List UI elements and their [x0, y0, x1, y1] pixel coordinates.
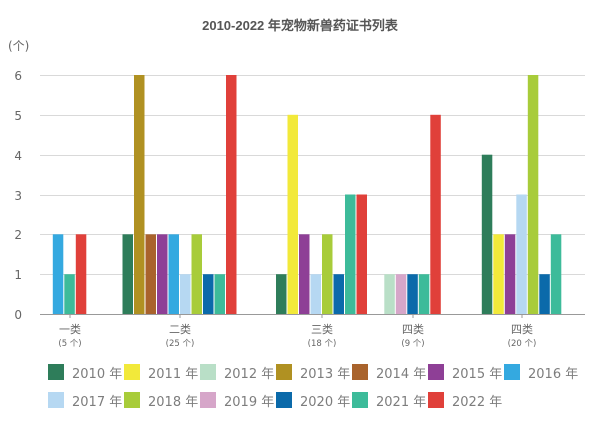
- legend-item: 2014 年: [352, 364, 428, 382]
- y-tick-label: 5: [14, 109, 22, 123]
- legend-item: 2012 年: [200, 364, 276, 382]
- bar: [134, 75, 145, 314]
- x-tick-label: 四类: [402, 322, 424, 336]
- legend-swatch: [200, 364, 216, 380]
- x-tick-label: 三类: [311, 322, 333, 336]
- legend-label: 2013 年: [300, 366, 351, 382]
- legend-swatch: [276, 364, 292, 380]
- legend-label: 2022 年: [452, 394, 503, 410]
- legend-item: 2015 年: [428, 364, 504, 382]
- bar: [395, 274, 407, 314]
- y-tick-label: 1: [14, 268, 22, 282]
- bar: [299, 234, 310, 314]
- bar: [180, 274, 191, 314]
- bar: [157, 234, 168, 314]
- bar: [214, 274, 225, 314]
- bar: [516, 194, 527, 314]
- bar: [504, 234, 516, 314]
- legend-label: 2019 年: [224, 394, 275, 410]
- legend-item: 2019 年: [200, 392, 276, 410]
- y-tick-label: 4: [14, 149, 22, 163]
- legend-swatch: [428, 364, 444, 380]
- bar: [168, 234, 179, 314]
- legend-swatch: [276, 392, 292, 408]
- legend-swatch: [428, 392, 444, 408]
- legend-label: 2016 年: [528, 366, 579, 382]
- x-tick-sublabel: (25 个): [166, 339, 195, 349]
- bar: [384, 274, 395, 314]
- bar: [430, 114, 441, 314]
- bar: [481, 154, 493, 314]
- bar: [287, 114, 298, 314]
- bar: [52, 234, 64, 314]
- legend-item: 2013 年: [276, 364, 352, 382]
- legend-swatch: [48, 392, 64, 408]
- x-tick-label: 四类: [511, 322, 533, 336]
- legend-label: 2012 年: [224, 366, 275, 382]
- legend-label: 2011 年: [148, 366, 199, 382]
- legend-swatch: [124, 364, 140, 380]
- legend-item: 2017 年: [48, 392, 124, 410]
- bar: [191, 234, 202, 314]
- legend-item: 2010 年: [48, 364, 124, 382]
- bar: [550, 234, 562, 314]
- legend-label: 2017 年: [72, 394, 123, 410]
- x-tick-sublabel: (18 个): [308, 339, 337, 349]
- legend: 2010 年 2011 年 2012 年 2013 年 2014 年 2015 年 2016…: [48, 364, 588, 410]
- chart-title: 2010-2022 年宠物新兽药证书列表: [202, 18, 399, 33]
- legend-item: 2022 年: [428, 392, 504, 410]
- x-axis-ticks: 一类 (5 个) 二类 (25 个) 三类 (18 个) 四类 (9 个) 四类 (20 个): [58, 314, 536, 349]
- bar: [493, 234, 504, 314]
- legend-swatch: [352, 392, 368, 408]
- bars: [52, 75, 562, 314]
- bar: [539, 274, 550, 314]
- bar: [122, 234, 133, 314]
- y-axis-unit-label: (个): [8, 39, 29, 53]
- bar: [203, 274, 214, 314]
- legend-item: 2020 年: [276, 392, 352, 410]
- bar: [310, 274, 321, 314]
- bar: [226, 75, 237, 314]
- legend-item: 2018 年: [124, 392, 200, 410]
- legend-item: 2011 年: [124, 364, 200, 382]
- bar: [75, 234, 87, 314]
- y-tick-label: 0: [14, 308, 22, 322]
- bar: [276, 274, 287, 314]
- legend-label: 2020 年: [300, 394, 351, 410]
- x-tick-label: 一类: [59, 322, 81, 336]
- legend-label: 2014 年: [376, 366, 427, 382]
- legend-label: 2015 年: [452, 366, 503, 382]
- y-tick-label: 2: [14, 228, 22, 242]
- bar: [407, 274, 418, 314]
- y-tick-label: 6: [14, 69, 22, 83]
- x-tick-sublabel: (9 个): [401, 339, 424, 349]
- y-axis-ticks: 0 1 2 3 4 5 6: [14, 69, 22, 322]
- legend-label: 2018 年: [148, 394, 199, 410]
- legend-swatch: [200, 392, 216, 408]
- legend-swatch: [352, 364, 368, 380]
- bar: [527, 75, 539, 314]
- legend-label: 2010 年: [72, 366, 123, 382]
- bar: [418, 274, 430, 314]
- bar: [333, 274, 344, 314]
- legend-item: 2016 年: [504, 364, 580, 382]
- legend-swatch: [48, 364, 64, 380]
- legend-swatch: [504, 364, 520, 380]
- legend-label: 2021 年: [376, 394, 427, 410]
- bar: [356, 194, 367, 314]
- legend-item: 2021 年: [352, 392, 428, 410]
- bar: [322, 234, 333, 314]
- bar: [345, 194, 356, 314]
- bar: [64, 274, 75, 314]
- bar: [145, 234, 156, 314]
- x-tick-sublabel: (5 个): [58, 339, 81, 349]
- y-tick-label: 3: [14, 189, 22, 203]
- x-tick-label: 二类: [169, 322, 191, 336]
- x-tick-sublabel: (20 个): [508, 339, 537, 349]
- legend-swatch: [124, 392, 140, 408]
